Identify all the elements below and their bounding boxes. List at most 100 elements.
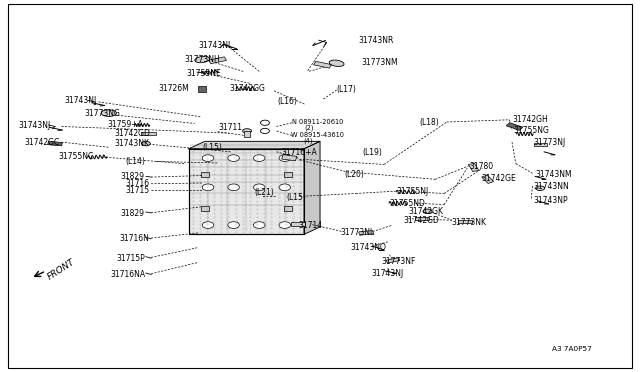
Text: (L15): (L15) xyxy=(202,143,222,152)
Polygon shape xyxy=(282,155,297,161)
Text: 31742GD: 31742GD xyxy=(114,129,150,138)
Text: (L15): (L15) xyxy=(287,193,307,202)
Polygon shape xyxy=(482,175,493,183)
Text: 31716: 31716 xyxy=(125,179,150,188)
Text: 31773NG: 31773NG xyxy=(84,109,120,118)
Text: (L14): (L14) xyxy=(125,157,145,166)
Polygon shape xyxy=(47,141,63,146)
Circle shape xyxy=(202,222,214,228)
Polygon shape xyxy=(458,220,472,223)
Bar xyxy=(284,172,292,177)
Ellipse shape xyxy=(423,209,432,214)
Circle shape xyxy=(253,155,265,161)
Polygon shape xyxy=(358,231,374,235)
Polygon shape xyxy=(314,61,332,68)
Text: (2): (2) xyxy=(305,125,314,131)
Text: W 08915-43610: W 08915-43610 xyxy=(291,132,344,138)
Text: 31743NJ: 31743NJ xyxy=(18,121,50,130)
Text: FRONT: FRONT xyxy=(46,257,77,282)
Text: 31829: 31829 xyxy=(120,172,145,181)
Polygon shape xyxy=(209,57,227,64)
Text: 31743NK: 31743NK xyxy=(114,139,149,148)
Bar xyxy=(201,206,209,211)
Bar xyxy=(189,149,304,234)
Text: 31780: 31780 xyxy=(470,162,494,171)
Polygon shape xyxy=(304,141,320,234)
Text: 31743NN: 31743NN xyxy=(534,182,570,190)
Text: 31743NJ: 31743NJ xyxy=(64,96,96,105)
Polygon shape xyxy=(141,132,156,135)
Polygon shape xyxy=(468,163,479,171)
Text: 31773NJ: 31773NJ xyxy=(534,138,566,147)
Text: 31715: 31715 xyxy=(125,186,150,195)
Circle shape xyxy=(202,184,214,191)
Text: 31742GD: 31742GD xyxy=(403,216,439,225)
Text: 31773NM: 31773NM xyxy=(362,58,398,67)
Text: N 08911-20610: N 08911-20610 xyxy=(292,119,343,125)
Text: 31742GE: 31742GE xyxy=(481,174,516,183)
Ellipse shape xyxy=(195,56,210,63)
Circle shape xyxy=(228,184,239,191)
Text: 31759+A: 31759+A xyxy=(108,121,143,129)
Circle shape xyxy=(228,222,239,228)
Polygon shape xyxy=(291,222,305,226)
Polygon shape xyxy=(534,143,547,146)
Text: 31742GH: 31742GH xyxy=(512,115,548,124)
Text: 31715P: 31715P xyxy=(116,254,145,263)
Circle shape xyxy=(202,155,214,161)
Text: 31755NG: 31755NG xyxy=(513,126,549,135)
Polygon shape xyxy=(198,86,206,92)
Bar xyxy=(201,172,209,177)
Circle shape xyxy=(260,120,269,125)
Polygon shape xyxy=(244,131,250,137)
Circle shape xyxy=(228,155,239,161)
Text: 31773NF: 31773NF xyxy=(381,257,416,266)
Text: 31716NA: 31716NA xyxy=(110,270,145,279)
Text: 31711: 31711 xyxy=(219,124,243,132)
Circle shape xyxy=(260,128,269,134)
Text: 31755ND: 31755ND xyxy=(389,199,425,208)
Text: (L21): (L21) xyxy=(255,188,275,197)
Text: 31742GG: 31742GG xyxy=(229,84,265,93)
Text: 31743NM: 31743NM xyxy=(535,170,572,179)
Text: 31743NP: 31743NP xyxy=(534,196,568,205)
Text: 31743NL: 31743NL xyxy=(198,41,233,50)
Text: 31742GC: 31742GC xyxy=(24,138,60,147)
Text: 31716+A: 31716+A xyxy=(282,148,317,157)
Text: 31773NL: 31773NL xyxy=(340,228,375,237)
Circle shape xyxy=(253,222,265,228)
Circle shape xyxy=(253,184,265,191)
Ellipse shape xyxy=(141,141,150,146)
Text: 31755NE: 31755NE xyxy=(186,69,221,78)
Bar xyxy=(189,149,304,234)
Text: 31716N: 31716N xyxy=(119,234,149,243)
Text: (L18): (L18) xyxy=(420,118,440,126)
Text: 31829: 31829 xyxy=(120,209,145,218)
Text: (L16): (L16) xyxy=(278,97,298,106)
Text: (4): (4) xyxy=(303,137,313,144)
Text: 31743NR: 31743NR xyxy=(358,36,394,45)
Text: 31773NH: 31773NH xyxy=(184,55,220,64)
Polygon shape xyxy=(189,141,320,149)
Bar xyxy=(284,206,292,211)
Text: 31755NC: 31755NC xyxy=(59,153,94,161)
Text: 31743NJ: 31743NJ xyxy=(371,269,403,278)
Text: 31755NJ: 31755NJ xyxy=(397,187,429,196)
Circle shape xyxy=(279,222,291,228)
Polygon shape xyxy=(415,217,429,220)
Ellipse shape xyxy=(243,129,252,133)
Ellipse shape xyxy=(536,186,545,190)
Text: (L19): (L19) xyxy=(362,148,382,157)
Text: 31773NK: 31773NK xyxy=(452,218,487,227)
Text: (L20): (L20) xyxy=(344,170,364,179)
Text: 31743NQ: 31743NQ xyxy=(351,243,387,252)
Text: 31726M: 31726M xyxy=(159,84,189,93)
Circle shape xyxy=(279,184,291,191)
Text: 31714: 31714 xyxy=(298,221,323,230)
Circle shape xyxy=(279,155,291,161)
Polygon shape xyxy=(386,258,400,263)
Ellipse shape xyxy=(101,110,116,116)
Text: 31742GK: 31742GK xyxy=(408,207,444,216)
Text: A3 7A0P57: A3 7A0P57 xyxy=(552,346,591,352)
Polygon shape xyxy=(506,123,523,130)
